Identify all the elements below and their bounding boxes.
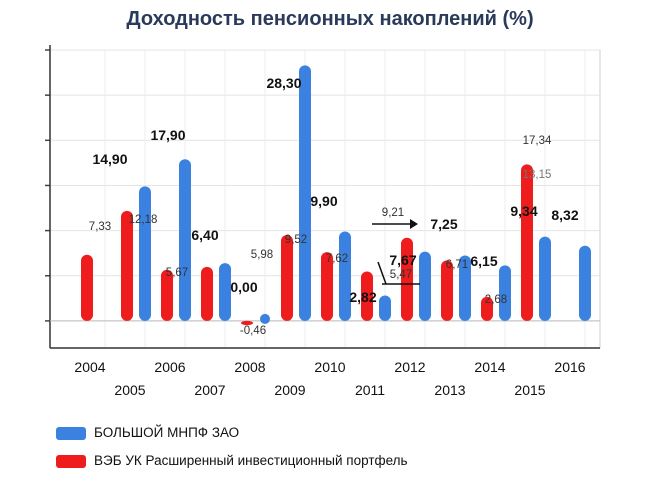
- bar-red: [161, 269, 173, 321]
- data-label-blue: 14,90: [92, 151, 127, 167]
- bar-blue: [219, 263, 231, 321]
- bar-red: [521, 164, 533, 321]
- bar-red: [321, 252, 333, 321]
- bar-blue: [459, 255, 471, 321]
- bar-red: [81, 254, 93, 321]
- bar-chart: 14,90 17,90 6,40 0,00 28,30 9,90 2,82 7,67 7,25 6…: [45, 45, 601, 398]
- data-label-red: 9,52: [285, 234, 307, 246]
- legend-swatch-blue: [56, 427, 86, 440]
- bar-red: [241, 320, 253, 326]
- x-tick-label: 2006: [154, 359, 185, 375]
- x-tick-label: 2007: [194, 382, 225, 398]
- data-label-red: 5,67: [166, 267, 188, 279]
- data-label-red: 12,18: [129, 214, 158, 226]
- data-label-red: 17,34: [523, 135, 552, 147]
- data-label-red: 6,71: [446, 259, 468, 271]
- data-label-blue: 28,30: [266, 75, 301, 91]
- data-label-blue: 8,32: [551, 207, 578, 223]
- legend-label-series-1: БОЛЬШОЙ МНПФ ЗАО: [94, 425, 240, 440]
- bar-blue: [179, 159, 191, 321]
- x-tick-label: 2012: [394, 359, 425, 375]
- x-tick-label: 2009: [274, 382, 305, 398]
- legend-label-series-2: ВЭБ УК Расширенный инвестиционный портфе…: [94, 453, 408, 468]
- bar-red: [441, 260, 453, 321]
- x-tick-label: 2011: [355, 382, 385, 398]
- bar-blue: [339, 231, 351, 321]
- x-tick-label: 2013: [434, 382, 465, 398]
- bar-red: [481, 296, 493, 321]
- bar-blue: [539, 236, 551, 321]
- data-label-blue: 6,40: [191, 227, 218, 243]
- data-label-blue: 9,90: [310, 193, 337, 209]
- data-label-blue: 7,25: [430, 216, 457, 232]
- data-label-red: 7,62: [326, 253, 348, 265]
- bar-red: [201, 266, 213, 321]
- bar-blue: [139, 186, 151, 321]
- callout-line: [377, 261, 387, 285]
- x-tick-label: 2014: [474, 359, 505, 375]
- chart-title: Доходность пенсионных накоплений (%): [126, 8, 534, 30]
- bar-red: [401, 237, 413, 321]
- data-label-red: 9,21: [382, 207, 404, 219]
- bar-blue: [260, 313, 270, 324]
- data-label-red: 2,68: [485, 294, 507, 306]
- bar-blue: [499, 265, 511, 321]
- bar-blue: [419, 251, 431, 321]
- data-label-red: 7,33: [89, 221, 111, 233]
- bar-blue: [299, 65, 311, 321]
- data-label-blue: 7,67: [389, 252, 416, 268]
- bar-red: [281, 234, 293, 321]
- bar-red: [361, 271, 373, 321]
- data-label-red: -0,46: [240, 325, 266, 337]
- x-tick-label: 2004: [74, 359, 105, 375]
- bar-blue: [379, 295, 391, 321]
- data-label-red: 5,47: [390, 269, 412, 281]
- legend-item-series-2: ВЭБ УК Расширенный инвестиционный портфе…: [56, 452, 616, 470]
- legend-swatch-red: [56, 455, 86, 468]
- bar-blue: [579, 245, 591, 321]
- data-label-blue: 6,15: [470, 253, 497, 269]
- x-tick-label: 2016: [554, 359, 585, 375]
- data-label-blue: 2,82: [349, 289, 376, 305]
- legend: БОЛЬШОЙ МНПФ ЗАО ВЭБ УК Расширенный инве…: [56, 424, 616, 480]
- bar-red: [121, 210, 133, 321]
- data-label-blue: 9,34: [510, 203, 537, 219]
- data-label-blue: 17,90: [150, 127, 185, 143]
- x-tick-label: 2008: [234, 359, 265, 375]
- data-label-annotation: 13,15: [523, 169, 552, 181]
- x-tick-label: 2005: [114, 382, 145, 398]
- data-label-red: 5,98: [251, 249, 273, 261]
- x-tick-label: 2010: [314, 359, 345, 375]
- legend-item-series-1: БОЛЬШОЙ МНПФ ЗАО: [56, 424, 616, 442]
- data-label-blue: 0,00: [230, 279, 257, 295]
- x-tick-label: 2015: [514, 382, 545, 398]
- callout-arrow: [410, 219, 418, 229]
